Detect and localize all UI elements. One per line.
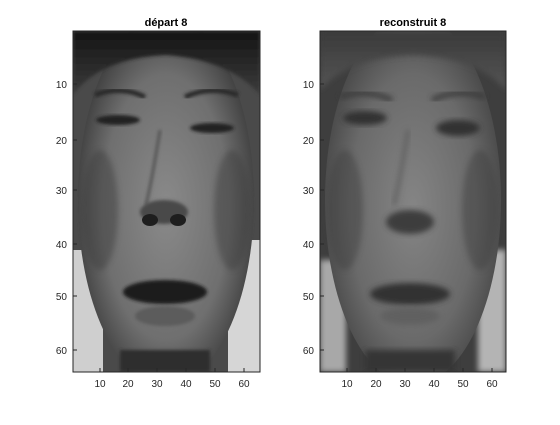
panel-title: reconstruit 8 [380,17,447,29]
x-tick-label: 60 [486,379,498,390]
face-image-original [73,31,260,372]
panel-reconstruit: reconstruit 8 [303,17,507,390]
y-tick-label: 30 [303,186,315,197]
x-tick-label: 50 [209,379,221,390]
x-tick-label: 20 [122,379,134,390]
y-tick-label: 10 [56,80,68,91]
y-tick-label: 60 [303,346,315,357]
x-axis: 10 20 30 40 50 60 [94,368,250,390]
y-tick-label: 40 [303,240,315,251]
x-tick-label: 40 [180,379,192,390]
y-tick-label: 50 [303,292,315,303]
y-tick-label: 20 [303,136,315,147]
x-tick-label: 10 [341,379,353,390]
x-tick-label: 10 [94,379,106,390]
y-axis: 10 20 30 40 50 60 [303,80,324,357]
y-axis: 10 20 30 40 50 60 [56,80,77,357]
x-tick-label: 60 [238,379,250,390]
panel-depart: départ 8 [56,17,261,390]
y-tick-label: 50 [56,292,68,303]
y-tick-label: 20 [56,136,68,147]
axes-frame [319,30,507,373]
x-tick-label: 50 [457,379,469,390]
panel-title: départ 8 [145,17,188,29]
y-tick-label: 40 [56,240,68,251]
x-axis: 10 20 30 40 50 60 [341,368,498,390]
y-tick-label: 60 [56,346,68,357]
face-image-reconstructed [320,31,506,372]
axes-frame [72,30,261,373]
x-tick-label: 30 [151,379,163,390]
x-tick-label: 40 [428,379,440,390]
y-tick-label: 10 [303,80,315,91]
x-tick-label: 20 [370,379,382,390]
x-tick-label: 30 [399,379,411,390]
y-tick-label: 30 [56,186,68,197]
